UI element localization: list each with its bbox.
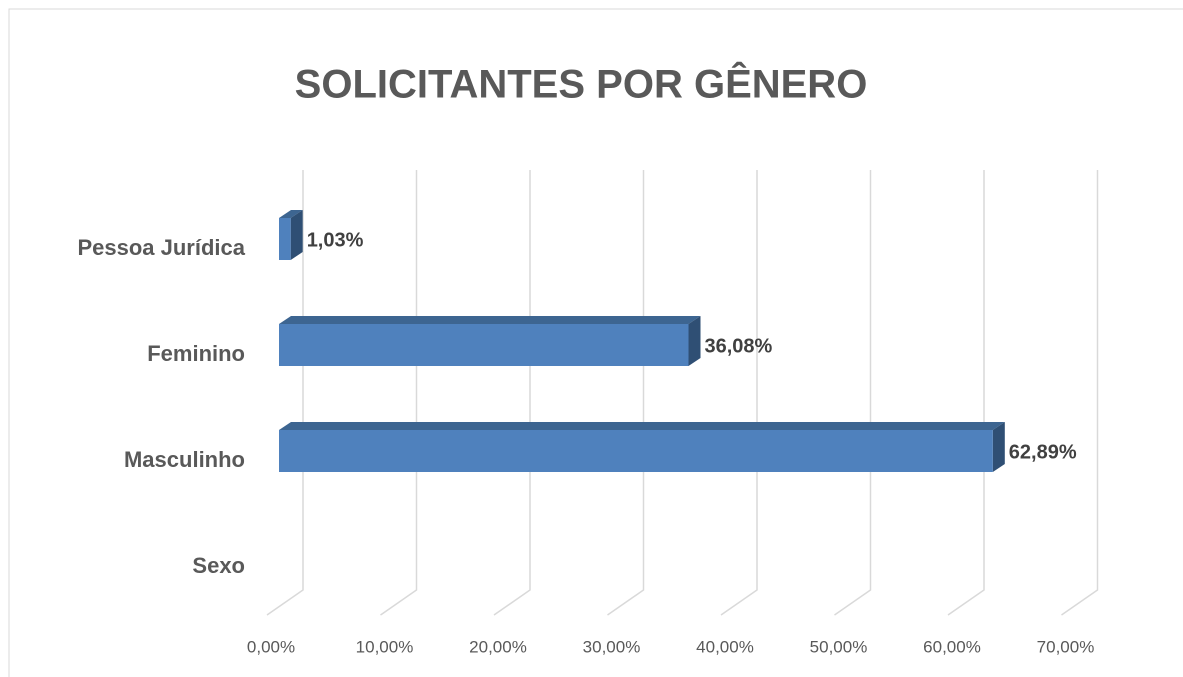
bar-top bbox=[279, 316, 701, 324]
grid-line bbox=[380, 170, 418, 616]
bar-top bbox=[279, 210, 303, 218]
grid-line bbox=[834, 170, 872, 616]
x-tick-label: 50,00% bbox=[810, 637, 868, 656]
x-tick-label: 30,00% bbox=[583, 637, 641, 656]
bar bbox=[279, 218, 291, 260]
y-tick-label: Feminino bbox=[147, 341, 245, 366]
grid-line bbox=[607, 170, 645, 616]
bar-side bbox=[992, 422, 1005, 472]
bar-top bbox=[279, 422, 1005, 430]
bar-side bbox=[290, 210, 303, 260]
grid-line bbox=[493, 170, 531, 616]
y-tick-label: Pessoa Jurídica bbox=[77, 235, 245, 260]
x-tick-label: 70,00% bbox=[1037, 637, 1095, 656]
y-tick-label: Sexo bbox=[192, 553, 245, 578]
x-tick-label: 20,00% bbox=[469, 637, 527, 656]
data-label: 36,08% bbox=[705, 335, 773, 357]
grid-line bbox=[720, 170, 758, 616]
x-tick-label: 60,00% bbox=[923, 637, 981, 656]
bar bbox=[279, 430, 993, 472]
x-tick-label: 0,00% bbox=[247, 637, 295, 656]
bar bbox=[279, 324, 689, 366]
x-tick-label: 10,00% bbox=[356, 637, 414, 656]
grid-line bbox=[947, 170, 985, 616]
grid-line bbox=[266, 170, 304, 616]
data-label: 1,03% bbox=[307, 229, 364, 251]
bar-side bbox=[688, 316, 701, 366]
y-tick-label: Masculinho bbox=[124, 447, 245, 472]
x-tick-label: 40,00% bbox=[696, 637, 754, 656]
grid-line bbox=[1061, 170, 1099, 616]
data-label: 62,89% bbox=[1009, 441, 1077, 463]
chart-title: SOLICITANTES POR GÊNERO bbox=[295, 61, 868, 107]
